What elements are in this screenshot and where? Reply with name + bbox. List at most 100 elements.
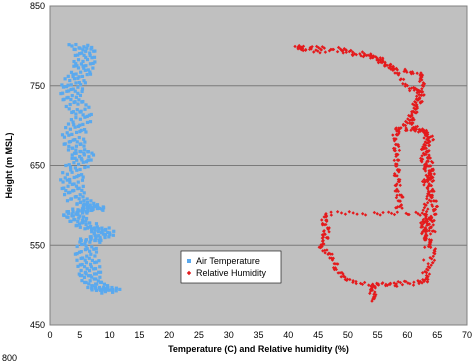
data-point (98, 275, 102, 279)
data-point (391, 64, 395, 69)
data-point (423, 164, 428, 168)
data-point (60, 133, 65, 137)
data-point (72, 188, 76, 193)
data-point (424, 152, 428, 157)
data-point (62, 97, 66, 101)
data-point (417, 79, 422, 84)
data-point (66, 122, 71, 126)
data-point (74, 151, 78, 155)
data-point (420, 271, 425, 275)
data-point (326, 252, 330, 256)
data-point (415, 103, 419, 107)
data-point (93, 60, 97, 64)
data-point (80, 279, 84, 283)
data-point (430, 220, 435, 224)
data-point (387, 63, 392, 67)
x-tick-label: 25 (194, 330, 204, 340)
data-point (95, 203, 99, 207)
data-point (426, 277, 430, 282)
data-point (420, 179, 425, 184)
data-point (70, 153, 74, 157)
data-point (400, 283, 405, 287)
data-point (329, 213, 334, 217)
data-point (76, 76, 80, 80)
data-point (75, 244, 79, 249)
data-point (413, 100, 417, 104)
data-point (78, 214, 82, 218)
data-point (88, 120, 93, 124)
data-point (81, 215, 86, 219)
data-point (434, 212, 438, 216)
data-point (393, 71, 397, 75)
data-point (91, 66, 95, 70)
data-point (68, 78, 72, 83)
data-point (336, 45, 341, 50)
data-point (70, 182, 74, 186)
data-point (90, 151, 94, 155)
data-point (433, 229, 437, 234)
data-point (426, 192, 430, 196)
data-point (78, 130, 82, 134)
data-point (435, 204, 440, 209)
data-point (330, 252, 334, 256)
data-point (69, 70, 74, 74)
data-point (392, 139, 397, 143)
data-point (83, 258, 87, 262)
data-point (420, 211, 424, 215)
data-point (89, 224, 93, 229)
corner-label: 800 (2, 353, 17, 361)
data-point (60, 83, 64, 87)
data-point (76, 85, 80, 89)
data-point (425, 134, 429, 139)
data-point (73, 125, 77, 129)
data-point (91, 284, 95, 288)
data-point (83, 242, 87, 246)
data-point (429, 199, 433, 203)
data-point (94, 287, 98, 291)
data-point (366, 53, 370, 57)
data-point (74, 95, 78, 99)
data-point (330, 258, 335, 262)
data-point (318, 51, 322, 55)
data-point (407, 212, 411, 217)
data-point (425, 194, 429, 199)
data-point (419, 71, 423, 75)
x-tick-label: 5 (77, 330, 82, 340)
data-point (83, 165, 87, 170)
data-point (394, 206, 398, 210)
data-point (107, 226, 111, 230)
data-point (74, 72, 78, 76)
data-point (92, 55, 97, 59)
data-point (78, 237, 83, 241)
data-point (420, 219, 425, 224)
data-point (79, 149, 83, 154)
data-point (426, 132, 430, 137)
data-point (86, 165, 90, 169)
data-point (89, 252, 93, 256)
data-point (341, 51, 345, 55)
data-point (341, 272, 345, 276)
data-point (425, 223, 429, 228)
data-point (74, 224, 78, 228)
data-point (68, 127, 72, 131)
data-point (62, 193, 67, 197)
data-point (74, 62, 78, 66)
data-point (71, 146, 75, 150)
data-point (61, 180, 65, 184)
data-point (65, 85, 69, 89)
data-point (77, 186, 81, 190)
data-point (301, 48, 305, 53)
data-point (386, 210, 391, 214)
data-point (360, 50, 365, 54)
data-point (114, 289, 118, 293)
data-point (84, 64, 88, 68)
data-point (106, 230, 110, 235)
data-point (85, 114, 89, 119)
data-point (75, 175, 79, 179)
data-point (326, 227, 331, 231)
data-point (108, 231, 112, 235)
data-point (83, 148, 87, 152)
data-point (388, 281, 393, 285)
data-point (412, 103, 416, 107)
x-tick-label: 15 (134, 330, 144, 340)
